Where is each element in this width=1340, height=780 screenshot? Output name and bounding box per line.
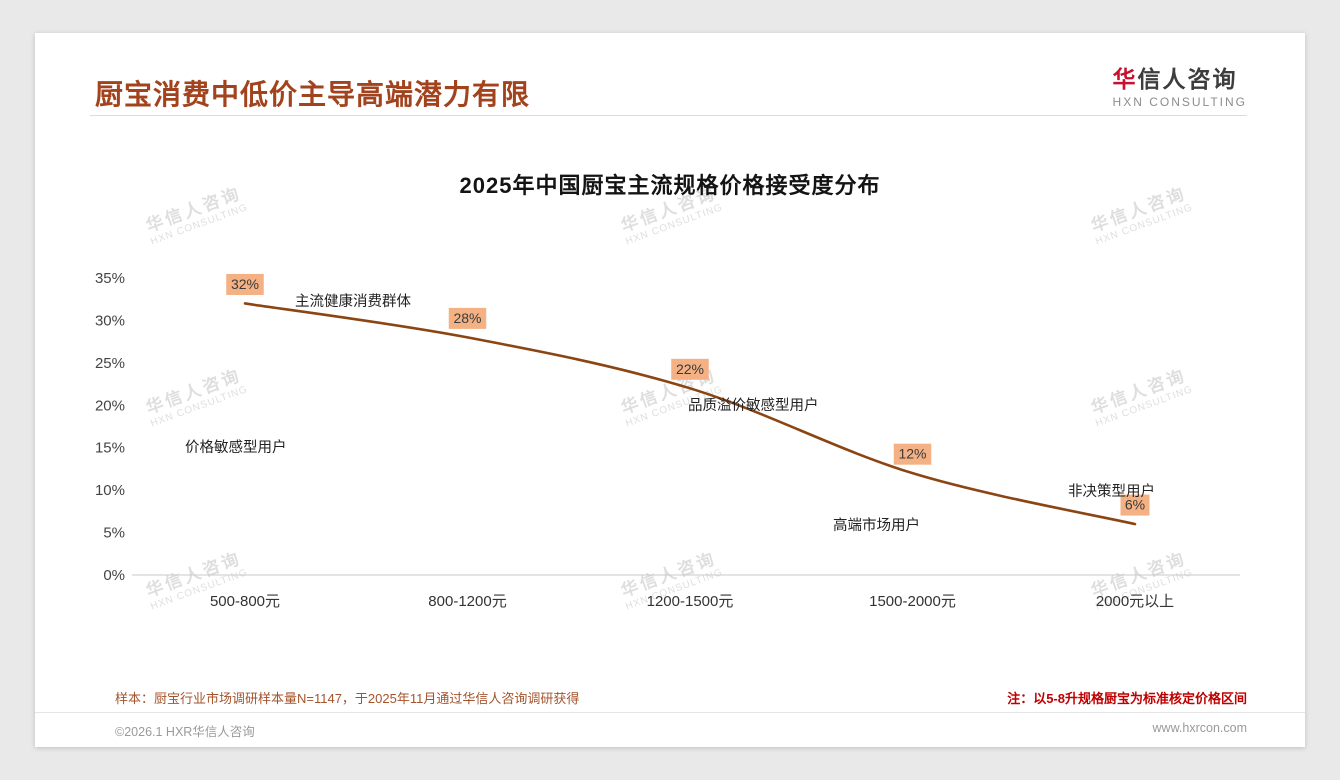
price-note: 注：以5-8升规格厨宝为标准核定价格区间 <box>1007 691 1247 706</box>
x-category-label: 500-800元 <box>210 593 280 610</box>
page-title: 厨宝消费中低价主导高端潜力有限 <box>95 79 531 110</box>
point-label-box <box>671 358 709 380</box>
chart-title: 2025年中国厨宝主流规格价格接受度分布 <box>459 173 881 198</box>
annotation-label: 非决策型用户 <box>1068 483 1155 500</box>
annotation-label: 高端市场用户 <box>833 517 920 534</box>
header-divider <box>90 115 1247 116</box>
point-label: 12% <box>898 446 926 462</box>
point-label-box <box>448 307 487 329</box>
trend-line <box>243 302 1137 526</box>
y-tick-label: 30% <box>95 312 125 329</box>
logo-subtitle: HXN CONSULTING <box>1112 95 1247 109</box>
logo-name-rest: 信人咨询 <box>1137 66 1238 92</box>
slide-card: 华信人咨询 HXN CONSULTING 华信人咨询 HXN CONSULTING 华信… <box>35 33 1305 747</box>
company-logo: 华信人咨询 HXN CONSULTING <box>1113 66 1247 109</box>
x-category-label: 1200-1500元 <box>647 593 734 610</box>
x-category-label: 800-1200元 <box>428 593 506 610</box>
annotation-label: 品质溢价敏感型用户 <box>688 397 819 414</box>
y-tick-label: 20% <box>95 397 125 414</box>
website: www.hxrcon.com <box>1152 721 1247 735</box>
footnotes-row: 样本：厨宝行业市场调研样本量N=1147，于2025年11月通过华信人咨询调研获… <box>115 688 1247 707</box>
y-tick-label: 15% <box>95 440 125 457</box>
x-category-label: 2000元以上 <box>1096 593 1174 610</box>
footer-divider <box>35 712 1305 713</box>
y-tick-label: 25% <box>95 355 125 372</box>
logo-name: 华信人咨询 <box>1113 66 1247 92</box>
footer-row: ©2026.1 HXR华信人咨询 www.hxrcon.com <box>115 721 1247 740</box>
logo-name-accent: 华 <box>1112 66 1138 92</box>
y-tick-label: 0% <box>103 567 125 584</box>
point-label: 32% <box>231 276 259 292</box>
y-tick-label: 35% <box>95 270 125 287</box>
point-label-box <box>1120 494 1150 516</box>
y-tick-label: 5% <box>103 525 125 542</box>
annotation-label: 价格敏感型用户 <box>185 439 287 456</box>
y-tick-label: 10% <box>95 482 125 499</box>
point-label: 6% <box>1125 497 1145 513</box>
x-category-label: 1500-2000元 <box>869 593 956 610</box>
annotation-label: 主流健康消费群体 <box>295 293 411 310</box>
copyright: ©2026.1 HXR华信人咨询 <box>115 725 255 739</box>
point-label-box <box>226 273 264 295</box>
sample-note: 样本：厨宝行业市场调研样本量N=1147，于2025年11月通过华信人咨询调研获… <box>115 691 580 706</box>
content-layer: 厨宝消费中低价主导高端潜力有限 华信人咨询 HXN CONSULTING 202… <box>35 33 1305 747</box>
point-label-box <box>893 443 932 465</box>
point-label: 28% <box>453 310 481 326</box>
price-acceptance-chart: 0% 5% 10% 15% 20% 25% 30% 35% 500-800元 800-1200元 1… <box>95 270 1240 610</box>
point-label: 22% <box>676 361 704 377</box>
